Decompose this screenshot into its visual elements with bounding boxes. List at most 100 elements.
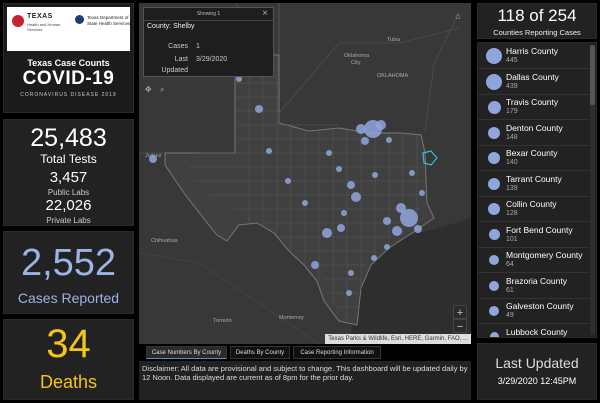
county-list-item[interactable]: Lubbock County [478,324,590,337]
cases-reported-value: 2,552 [20,242,117,284]
hhs-subtitle: Health and Human Services [27,22,61,32]
deaths-label: Deaths [39,372,98,392]
hhs-name: TEXAS [27,13,53,20]
dashboard-logo-banner: TEXAS Health and Human Services Texas De… [3,3,134,113]
map-label-chihuahua: Chihuahua [151,238,178,244]
public-labs-value: 3,457 [49,169,88,186]
county-list-item[interactable]: Fort Bend County 101 [478,222,590,248]
county-list-item[interactable]: Montgomery County 64 [478,247,590,273]
county-list-cases: 439 [506,82,518,90]
map-label-tulsa: Tulsa [387,37,401,43]
county-list-name: Montgomery County [506,250,583,260]
total-tests-label: Total Tests [40,152,97,166]
deaths-panel: 34 Deaths [3,319,134,400]
popup-last-value: 3/29/2020 [196,56,228,63]
county-list-cases: 148 [506,133,518,141]
county-list-name: Galveston County [506,301,574,311]
tab-deaths-by-county[interactable]: Deaths By County [230,346,290,359]
tests-panel: 25,483 Total Tests 3,457 Public Labs 22,… [3,119,134,226]
close-icon[interactable]: × [262,8,268,19]
banner-covid: COVID-19 [22,68,115,89]
county-list-name: Travis County [506,97,559,107]
popup-updated-key: Updated [161,67,188,74]
county-list-name: Collin County [506,199,557,209]
county-list-name: Lubbock County [506,326,568,337]
texas-star-icon [12,15,24,27]
map-label-oklahoma-state: OKLAHOMA [377,73,409,79]
map-attribution: Texas Parks & Wildlife, Esri, HERE, Garm… [325,334,471,344]
county-list-name: Brazoria County [506,275,567,286]
public-labs-label: Public Labs [47,188,90,197]
county-case-dot-icon [487,100,501,114]
popup-cases-key: Cases [168,43,188,50]
case-dots [149,76,425,296]
popup-showing-count: Showing 1 [196,11,221,17]
county-case-dot-icon [489,306,499,316]
pan-icon[interactable]: ✥ [145,85,152,94]
map-tools: ✥ ⌕ [145,85,164,95]
counties-reporting-panel: 118 of 254 Counties Reporting Cases [477,3,597,39]
counties-reporting-label: Counties Reporting Cases [493,28,581,37]
county-popup: Showing 1 × County: Shelby Cases 1 Last … [143,7,274,77]
agency-logos: TEXAS Health and Human Services Texas De… [7,7,130,51]
county-list-cases: 445 [506,57,518,64]
last-updated-value: 3/29/2020 12:45PM [497,376,577,386]
county-list-cases: 128 [506,210,518,217]
county-list-name: Fort Bend County [506,224,573,235]
deaths-value: 34 [46,322,91,366]
county-case-dot-icon [488,203,500,215]
zoom-in-button[interactable]: + [453,305,467,319]
tab-case-reporting-information[interactable]: Case Reporting Information [293,346,381,359]
county-list-item[interactable]: Dallas County 439 [478,69,590,95]
banner-title: Texas Case Counts [27,58,110,68]
total-tests-value: 25,483 [30,124,107,152]
map-tabs: Case Numbers By County Deaths By County … [139,345,471,359]
banner-subtitle: CORONAVIRUS DISEASE 2019 [20,92,117,98]
zoom-out-button[interactable]: − [453,319,467,333]
county-case-dot-icon [489,280,499,291]
cases-panel: 2,552 Cases Reported [3,231,134,314]
zoom-to-icon[interactable]: ⌕ [159,85,165,94]
popup-header: Showing 1 × [144,8,273,21]
cases-reported-label: Cases Reported [17,290,120,306]
disclaimer-text: Disclaimer: All data are provisional and… [139,361,471,400]
list-scrollbar-thumb[interactable] [590,45,595,105]
last-updated-panel: Last Updated 3/29/2020 12:45PM [477,343,597,400]
popup-cases-value: 1 [196,43,200,50]
county-case-dot-icon [488,229,500,240]
county-list-cases: 61 [506,286,514,294]
county-list-item[interactable]: Collin County 128 [478,196,590,222]
county-list-name: Dallas County [506,71,559,82]
last-updated-label: Last Updated [495,355,579,371]
county-case-dot-icon [489,255,499,265]
county-list[interactable]: Harris County 445 Dallas County 439 Travis C… [477,42,597,338]
county-list-item[interactable]: Travis County 179 [478,94,590,120]
county-list-item[interactable]: Galveston County 49 [478,298,590,324]
county-list-cases: 139 [506,184,518,192]
county-list-cases: 64 [506,261,514,268]
counties-reporting-value: 118 of 254 [497,6,577,25]
dshs-seal-icon [75,15,84,24]
map-label-juarez: Juárez [145,153,162,159]
map-canvas[interactable] [139,3,471,344]
county-case-dot-icon [486,73,502,90]
county-list-item[interactable]: Tarrant County 139 [478,171,590,197]
county-list-name: Bexar County [506,148,558,158]
list-scrollbar[interactable] [590,45,595,335]
county-list-item[interactable]: Brazoria County 61 [478,273,590,299]
tab-case-numbers-by-county[interactable]: Case Numbers By County [146,346,227,359]
county-list-item[interactable]: Harris County 445 [478,43,590,69]
texas-map[interactable]: Tulsa Oklahoma City OKLAHOMA Juárez Chih… [139,3,471,344]
private-labs-value: 22,026 [45,197,92,214]
map-label-oklahoma: Oklahoma [344,53,370,59]
county-list-name: Tarrant County [506,173,562,184]
map-label-torreon: Torreón [213,318,232,324]
county-list-item[interactable]: Bexar County 140 [478,145,590,171]
county-list-name: Denton County [506,122,563,133]
home-icon[interactable]: ⌂ [455,11,461,21]
county-list-item[interactable]: Denton County 148 [478,120,590,146]
county-list-cases: 49 [506,312,514,319]
county-list-cases: 179 [506,108,518,115]
county-list-name: Harris County [506,46,558,56]
selected-county-shelby [422,150,438,166]
